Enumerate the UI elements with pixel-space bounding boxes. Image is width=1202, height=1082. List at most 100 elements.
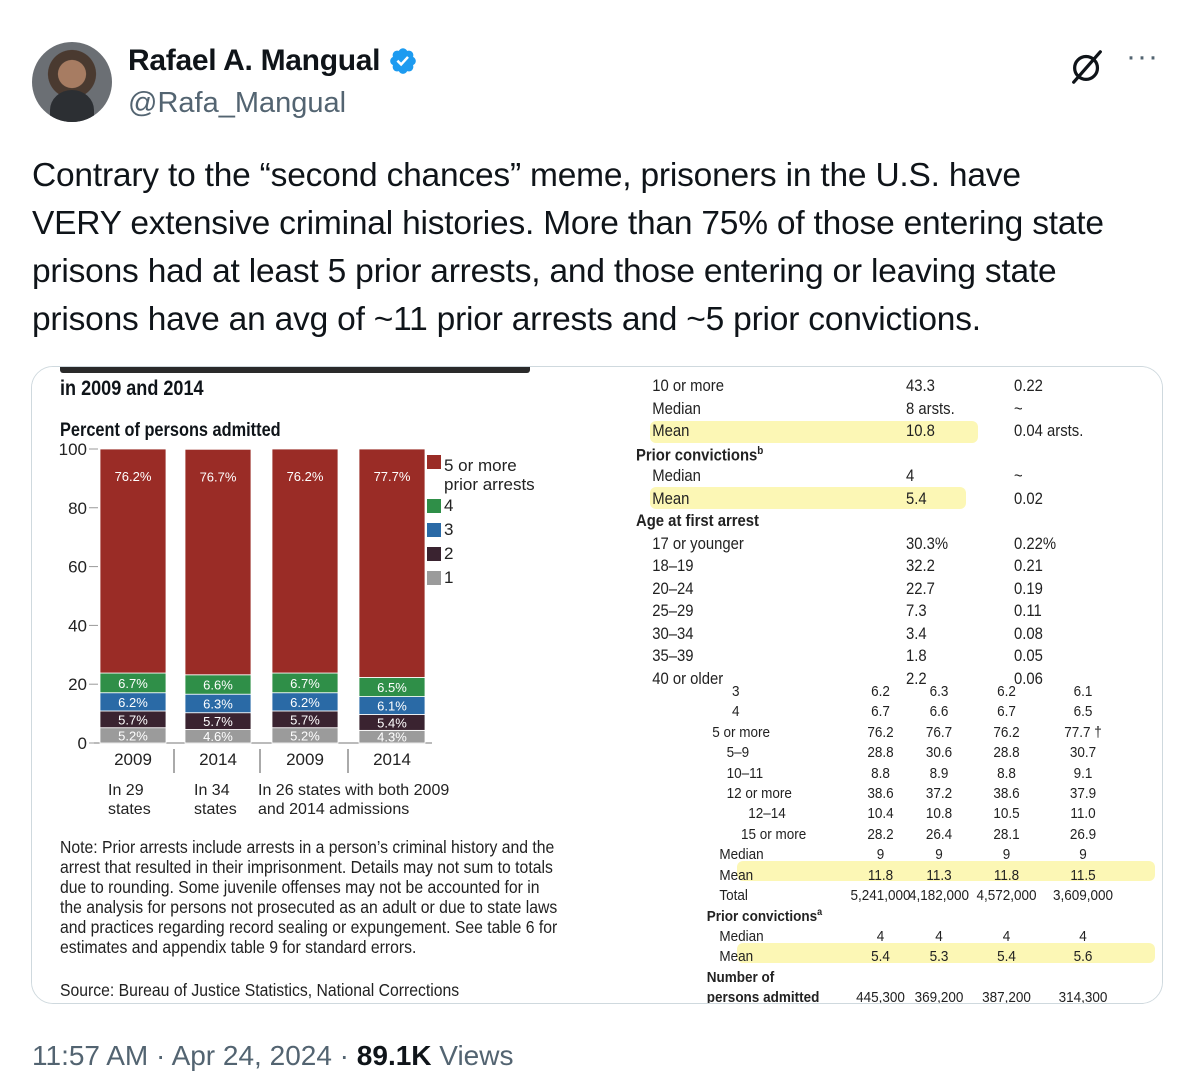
y-tick-label: 60 [68,558,87,577]
tweet-media-image[interactable]: in 2009 and 2014 Percent of persons admi… [31,366,1163,1004]
tweet-footer: 11:57 AM · Apr 24, 2024 · 89.1K Views [32,1040,513,1072]
row-label: 12–14 [748,805,786,823]
y-tick-label: 80 [68,499,87,518]
group-label: In 29 [108,782,144,799]
table-cell: 10.8 [925,805,953,823]
row-label: Age at first arrest [636,512,759,530]
footnote-marker: b [757,444,764,457]
table-cell: 7.3 [906,602,927,620]
table-row: 18–19 32.2 0.21 [636,557,1162,579]
table-cell: 10.4 [867,805,894,823]
table-cell: 4 [876,927,885,945]
table-row: Mean 5.4 5.3 5.4 5.6 [597,948,1162,968]
avatar[interactable] [32,42,112,122]
legend-swatch [427,523,441,537]
table-cell: 0.06 [1014,669,1043,688]
row-label: 20–24 [652,579,694,598]
table-cell: 0.04 arsts. [1014,422,1084,440]
author-name-row[interactable]: Rafael A. Mangual [128,44,418,78]
table-cell: 10.8 [906,422,935,440]
table-cell: 26.4 [925,825,953,843]
highlight-mean-arrests-row [737,861,1155,881]
legend-label: 4 [444,496,453,515]
data-label: 6.7% [118,676,148,691]
table-cell: 5,241,000 [850,887,911,904]
table-cell: 8.8 [997,764,1016,782]
table-cell: 4,182,000 [908,887,970,904]
table-cell: 76.2 [993,723,1020,741]
table-row: 5 or more 76.2 76.7 76.2 77.7 † [597,723,1162,744]
table-cell: 5.4 [871,948,890,966]
data-label: 6.7% [290,676,320,691]
bar-segment [99,448,167,674]
legend-label: prior arrests [444,475,535,494]
y-tick-label: 100 [59,440,87,459]
data-label: 5.7% [290,712,320,727]
table-row: 10 or more 43.3 0.22 [636,377,1162,399]
table-cell: 0.22% [1014,534,1057,553]
author-name[interactable]: Rafael A. Mangual [128,44,381,77]
legend-label: 1 [444,568,453,587]
table-cell: 6.7 [871,703,890,721]
y-tick-label: 0 [78,734,87,753]
table-row: Median 4 ~ [636,467,1162,489]
table-cell: 6.6 [929,703,949,721]
legend-swatch [427,455,441,469]
more-icon[interactable]: ··· [1126,40,1159,73]
table-cell: 8.9 [929,764,949,782]
cropped-title-fragment [60,367,530,373]
table-cell: ~ [1014,467,1023,485]
row-label: Median [719,927,764,945]
table-cell: 30.3% [906,534,949,553]
chart-panel: in 2009 and 2014 Percent of persons admi… [32,367,592,1003]
author-handle[interactable]: @Rafa_Mangual [128,87,347,119]
table-row: Prior convictionsa [597,907,1162,927]
group-label: In 34 [194,782,230,799]
table-cell: 8.8 [871,764,890,782]
table-cell: 314,300 [1058,989,1108,1004]
bar-segment [358,448,426,678]
data-label: 5.7% [203,714,233,729]
table-cell: 4 [906,467,915,485]
row-label: 17 or younger [652,534,744,553]
x-category-label: 2009 [286,750,324,769]
table-panel-bottom: 3 6.2 6.3 6.2 6.1 4 6.7 6.6 6.7 6.5 5 or more 76.2 7… [597,683,1162,1004]
data-label: 5.2% [118,728,148,743]
table-cell: 6.7 [997,703,1016,721]
row-label: 3 [732,683,740,700]
table-cell: 11.8 [867,866,894,884]
row-label: Mean [719,866,754,884]
data-label: 76.2% [287,469,324,484]
table-cell: 0.22 [1014,377,1043,395]
row-label: 35–39 [652,647,694,665]
group-label: states [194,801,237,818]
table-row: 12–14 10.4 10.8 10.5 11.0 [597,805,1162,825]
y-tick-label: 20 [68,675,87,694]
x-category-label: 2014 [199,750,237,769]
highlight-mean-convictions [650,487,966,509]
row-label: Median [719,846,764,864]
table-row: Mean 11.8 11.3 11.8 11.5 [597,866,1162,887]
timestamp[interactable]: 11:57 AM · Apr 24, 2024 · [32,1040,357,1071]
table-row: 3 6.2 6.3 6.2 6.1 [597,683,1162,703]
row-label: Mean [652,489,690,508]
highlight-mean-convictions-row [737,943,1155,963]
legend-label: 3 [444,520,453,539]
table-cell: 369,200 [914,989,964,1004]
table-cell: 6.2 [997,683,1016,700]
x-category-label: 2009 [114,750,152,769]
stacked-bar-chart: 0204060801005.2%5.7%6.2%6.7%76.2%20094.6… [59,440,535,818]
table-cell: 9 [1002,846,1011,864]
data-label: 77.7% [374,469,411,484]
data-label: 6.1% [377,699,407,714]
table-cell: 11.3 [926,866,952,884]
table-cell: 77.7 † [1064,723,1102,741]
row-label: Total [719,887,748,904]
row-label: 5–9 [726,744,750,762]
table-cell: 6.1 [1073,683,1093,700]
bar-segment [184,448,252,676]
legend-swatch [427,499,441,513]
table-cell: 43.3 [906,377,935,395]
data-label: 6.3% [203,696,233,711]
grok-icon[interactable] [1068,48,1106,86]
